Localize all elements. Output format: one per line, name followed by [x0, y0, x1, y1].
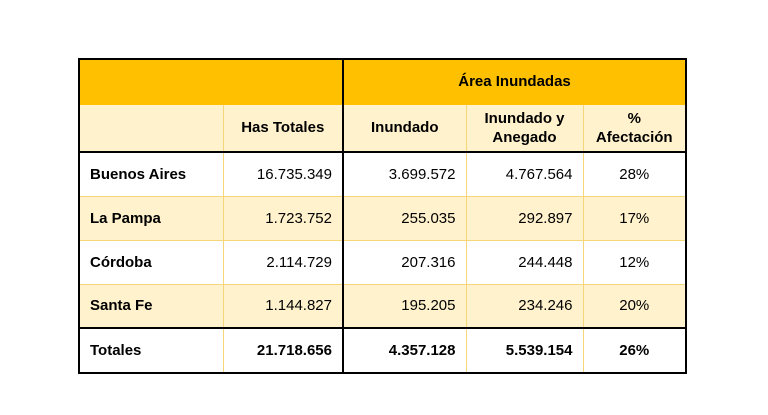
column-header-province	[78, 103, 224, 153]
cell: 234.246	[465, 283, 584, 329]
cell: 2.114.729	[222, 239, 344, 285]
cell: 3.699.572	[342, 151, 467, 197]
cell: 21.718.656	[222, 327, 344, 374]
empty-header-cell	[78, 58, 344, 105]
cell: 17%	[582, 195, 687, 241]
column-header-inundado-anegado: Inundado y Anegado	[465, 103, 584, 153]
column-header-inundado: Inundado	[342, 103, 467, 153]
cell: Córdoba	[78, 239, 224, 285]
cell: 255.035	[342, 195, 467, 241]
cell: 28%	[582, 151, 687, 197]
table-row: La Pampa 1.723.752 255.035 292.897 17%	[78, 195, 687, 241]
cell: 1.723.752	[222, 195, 344, 241]
cell: 20%	[582, 283, 687, 329]
cell: 26%	[582, 327, 687, 374]
cell: Totales	[78, 327, 224, 374]
table-row: Buenos Aires 16.735.349 3.699.572 4.767.…	[78, 151, 687, 197]
group-header-row: Área Inundadas	[78, 58, 687, 105]
cell: Buenos Aires	[78, 151, 224, 197]
group-header-area-inundadas: Área Inundadas	[342, 58, 687, 105]
column-header-has-totales: Has Totales	[222, 103, 344, 153]
cell: 4.767.564	[465, 151, 584, 197]
cell: Santa Fe	[78, 283, 224, 329]
column-header-row: Has Totales Inundado Inundado y Anegado …	[78, 103, 687, 153]
cell: 5.539.154	[465, 327, 584, 374]
table-row: Córdoba 2.114.729 207.316 244.448 12%	[78, 239, 687, 285]
cell: 244.448	[465, 239, 584, 285]
totals-row: Totales 21.718.656 4.357.128 5.539.154 2…	[78, 327, 687, 374]
flooded-area-table: Área Inundadas Has Totales Inundado Inun…	[78, 58, 687, 374]
cell: 1.144.827	[222, 283, 344, 329]
cell: 16.735.349	[222, 151, 344, 197]
cell: La Pampa	[78, 195, 224, 241]
column-header-afectacion: % Afectación	[582, 103, 687, 153]
cell: 292.897	[465, 195, 584, 241]
cell: 12%	[582, 239, 687, 285]
cell: 207.316	[342, 239, 467, 285]
table-row: Santa Fe 1.144.827 195.205 234.246 20%	[78, 283, 687, 329]
cell: 4.357.128	[342, 327, 467, 374]
cell: 195.205	[342, 283, 467, 329]
